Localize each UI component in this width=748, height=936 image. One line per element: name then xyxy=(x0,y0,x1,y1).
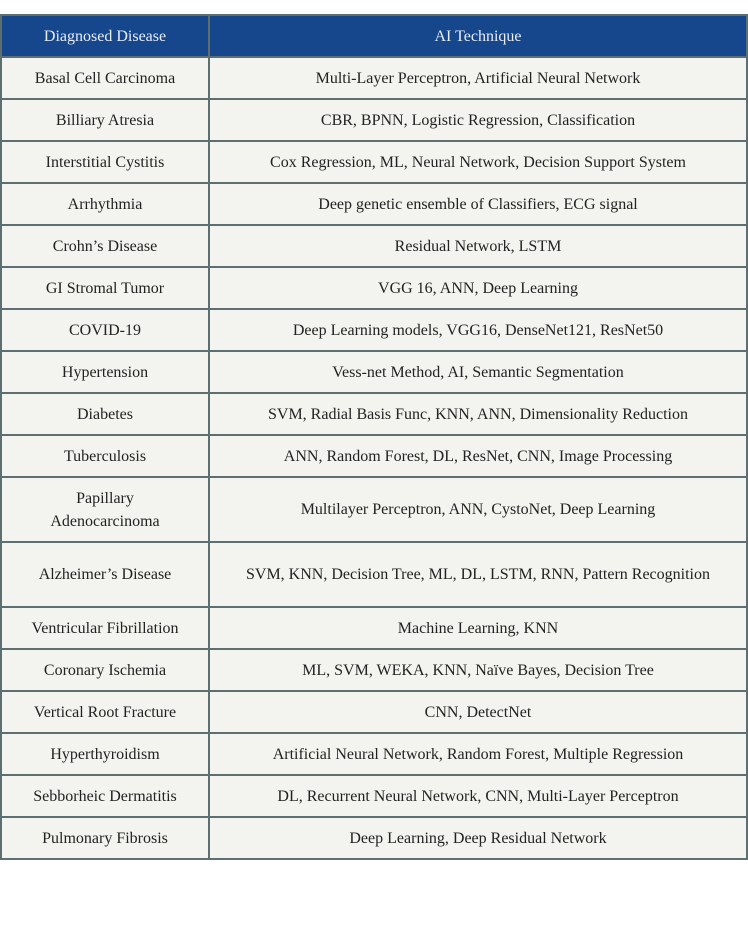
table-row: Crohn’s Disease Residual Network, LSTM xyxy=(0,224,748,268)
technique-cell: Vess-net Method, AI, Semantic Segmentati… xyxy=(208,350,748,394)
disease-cell: COVID-19 xyxy=(0,308,210,352)
technique-cell: Deep Learning, Deep Residual Network xyxy=(208,816,748,860)
table-row: Papillary Adenocarcinoma Multilayer Perce… xyxy=(0,476,748,543)
disease-cell: GI Stromal Tumor xyxy=(0,266,210,310)
disease-ai-table: Diagnosed Disease AI Technique Basal Cel… xyxy=(0,14,748,860)
table-row: Arrhythmia Deep genetic ensemble of Class… xyxy=(0,182,748,226)
technique-cell: Machine Learning, KNN xyxy=(208,606,748,650)
technique-cell: CNN, DetectNet xyxy=(208,690,748,734)
disease-cell: Coronary Ischemia xyxy=(0,648,210,692)
disease-cell: Papillary Adenocarcinoma xyxy=(0,476,210,543)
disease-cell: Alzheimer’s Disease xyxy=(0,541,210,608)
technique-cell: ML, SVM, WEKA, KNN, Naïve Bayes, Decisio… xyxy=(208,648,748,692)
table-row: COVID-19 Deep Learning models, VGG16, Den… xyxy=(0,308,748,352)
disease-cell: Billiary Atresia xyxy=(0,98,210,142)
table-row: Alzheimer’s Disease SVM, KNN, Decision Tr… xyxy=(0,541,748,608)
technique-cell: Multilayer Perceptron, ANN, CystoNet, De… xyxy=(208,476,748,543)
table-row: GI Stromal Tumor VGG 16, ANN, Deep Learni… xyxy=(0,266,748,310)
table-row: Basal Cell Carcinoma Multi-Layer Perceptr… xyxy=(0,56,748,100)
technique-cell: Cox Regression, ML, Neural Network, Deci… xyxy=(208,140,748,184)
disease-cell: Interstitial Cystitis xyxy=(0,140,210,184)
table-row: Sebborheic Dermatitis DL, Recurrent Neura… xyxy=(0,774,748,818)
technique-cell: Residual Network, LSTM xyxy=(208,224,748,268)
disease-cell: Hypertension xyxy=(0,350,210,394)
table-row: Ventricular Fibrillation Machine Learning… xyxy=(0,606,748,650)
table-row: Billiary Atresia CBR, BPNN, Logistic Regr… xyxy=(0,98,748,142)
disease-cell: Pulmonary Fibrosis xyxy=(0,816,210,860)
disease-cell: Basal Cell Carcinoma xyxy=(0,56,210,100)
table-row: Vertical Root Fracture CNN, DetectNet xyxy=(0,690,748,734)
table-row: Hyperthyroidism Artificial Neural Network… xyxy=(0,732,748,776)
disease-cell: Diabetes xyxy=(0,392,210,436)
technique-cell: Multi-Layer Perceptron, Artificial Neura… xyxy=(208,56,748,100)
disease-cell: Arrhythmia xyxy=(0,182,210,226)
table-row: Interstitial Cystitis Cox Regression, ML,… xyxy=(0,140,748,184)
table-row: Pulmonary Fibrosis Deep Learning, Deep Re… xyxy=(0,816,748,860)
technique-cell: DL, Recurrent Neural Network, CNN, Multi… xyxy=(208,774,748,818)
disease-cell: Ventricular Fibrillation xyxy=(0,606,210,650)
technique-cell: SVM, KNN, Decision Tree, ML, DL, LSTM, R… xyxy=(208,541,748,608)
disease-cell: Sebborheic Dermatitis xyxy=(0,774,210,818)
header-technique: AI Technique xyxy=(208,14,748,58)
disease-cell: Hyperthyroidism xyxy=(0,732,210,776)
header-row: Diagnosed Disease AI Technique xyxy=(0,14,748,58)
header-disease: Diagnosed Disease xyxy=(0,14,210,58)
technique-cell: CBR, BPNN, Logistic Regression, Classifi… xyxy=(208,98,748,142)
technique-cell: Deep genetic ensemble of Classifiers, EC… xyxy=(208,182,748,226)
disease-cell: Vertical Root Fracture xyxy=(0,690,210,734)
technique-cell: VGG 16, ANN, Deep Learning xyxy=(208,266,748,310)
table-row: Diabetes SVM, Radial Basis Func, KNN, ANN… xyxy=(0,392,748,436)
table-row: Hypertension Vess-net Method, AI, Semanti… xyxy=(0,350,748,394)
technique-cell: ANN, Random Forest, DL, ResNet, CNN, Ima… xyxy=(208,434,748,478)
disease-cell: Tuberculosis xyxy=(0,434,210,478)
technique-cell: Deep Learning models, VGG16, DenseNet121… xyxy=(208,308,748,352)
technique-cell: SVM, Radial Basis Func, KNN, ANN, Dimens… xyxy=(208,392,748,436)
table-row: Coronary Ischemia ML, SVM, WEKA, KNN, Naï… xyxy=(0,648,748,692)
disease-cell: Crohn’s Disease xyxy=(0,224,210,268)
technique-cell: Artificial Neural Network, Random Forest… xyxy=(208,732,748,776)
table-row: Tuberculosis ANN, Random Forest, DL, ResN… xyxy=(0,434,748,478)
